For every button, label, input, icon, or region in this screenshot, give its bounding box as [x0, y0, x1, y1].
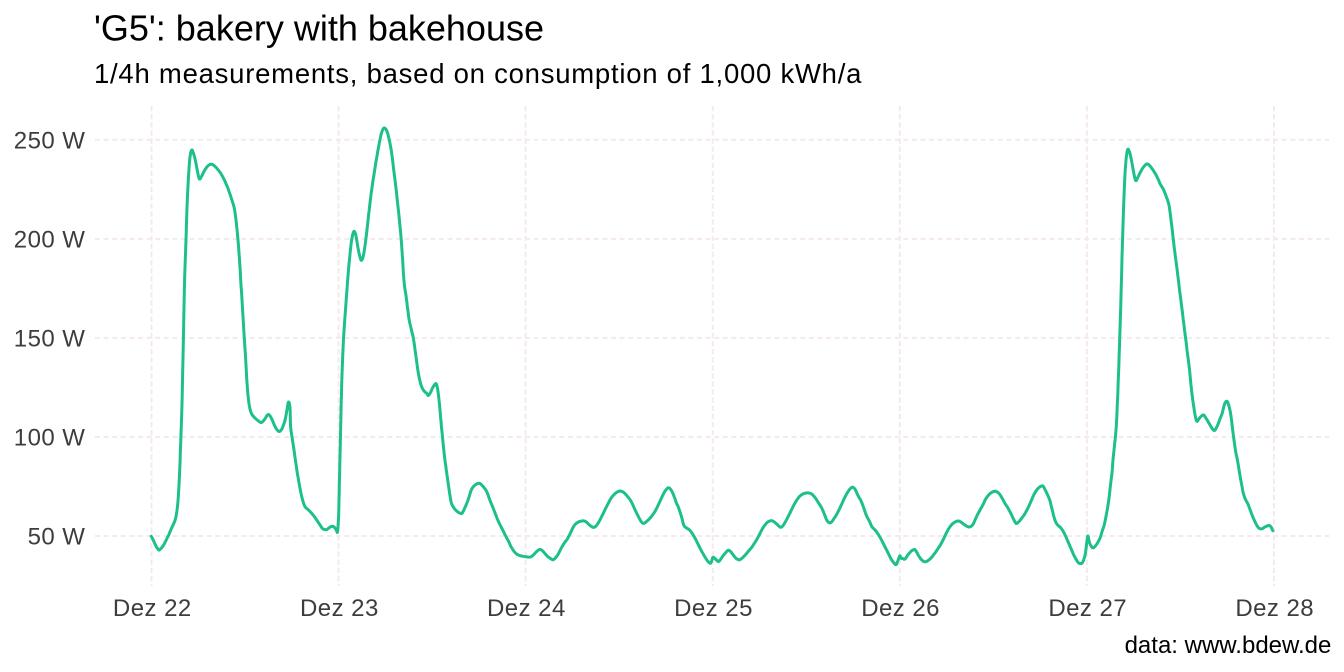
svg-text:250 W: 250 W — [14, 128, 86, 155]
svg-text:Dez 25: Dez 25 — [674, 595, 753, 622]
svg-text:200 W: 200 W — [14, 227, 86, 254]
svg-text:Dez 24: Dez 24 — [487, 595, 566, 622]
svg-text:Dez 23: Dez 23 — [300, 595, 379, 622]
svg-text:Dez 22: Dez 22 — [113, 595, 192, 622]
svg-text:'G5': bakery with bakehouse: 'G5': bakery with bakehouse — [94, 8, 544, 49]
svg-text:150 W: 150 W — [14, 326, 86, 353]
svg-text:Dez 26: Dez 26 — [861, 595, 940, 622]
svg-text:50 W: 50 W — [28, 524, 86, 551]
svg-text:data: www.bdew.de: data: www.bdew.de — [1125, 632, 1332, 659]
svg-text:Dez 27: Dez 27 — [1048, 595, 1127, 622]
svg-text:1/4h measurements, based on co: 1/4h measurements, based on consumption … — [94, 58, 862, 89]
svg-text:100 W: 100 W — [14, 425, 86, 452]
svg-text:Dez 28: Dez 28 — [1235, 595, 1314, 622]
